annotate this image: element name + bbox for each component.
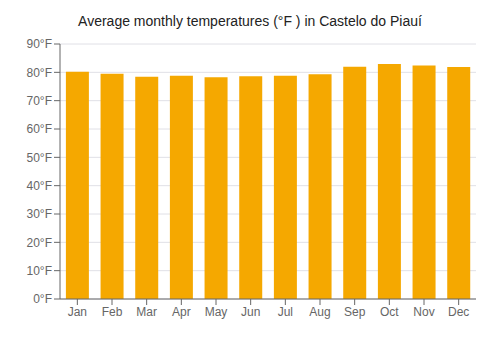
svg-text:40°F: 40°F — [27, 179, 52, 193]
svg-text:Apr: Apr — [172, 305, 191, 319]
svg-text:70°F: 70°F — [27, 94, 52, 108]
svg-text:Mar: Mar — [136, 305, 157, 319]
svg-text:Oct: Oct — [380, 305, 399, 319]
svg-text:Jun: Jun — [241, 305, 260, 319]
svg-text:Dec: Dec — [448, 305, 469, 319]
svg-text:Aug: Aug — [309, 305, 330, 319]
svg-text:Jul: Jul — [278, 305, 293, 319]
svg-text:Nov: Nov — [413, 305, 434, 319]
svg-text:50°F: 50°F — [27, 151, 52, 165]
svg-text:Sep: Sep — [344, 305, 366, 319]
svg-text:60°F: 60°F — [27, 122, 52, 136]
svg-text:10°F: 10°F — [27, 264, 52, 278]
svg-text:May: May — [205, 305, 228, 319]
html-text:Average monthly temperatures (: Average monthly temperatures (°F ) in Ca… — [78, 13, 422, 29]
svg-text:Feb: Feb — [102, 305, 123, 319]
svg-text:Jan: Jan — [68, 305, 87, 319]
svg-text:80°F: 80°F — [27, 66, 52, 80]
svg-text:90°F: 90°F — [27, 37, 52, 51]
svg-text:30°F: 30°F — [27, 207, 52, 221]
svg-text:20°F: 20°F — [27, 236, 52, 250]
svg-text:0°F: 0°F — [33, 292, 52, 306]
